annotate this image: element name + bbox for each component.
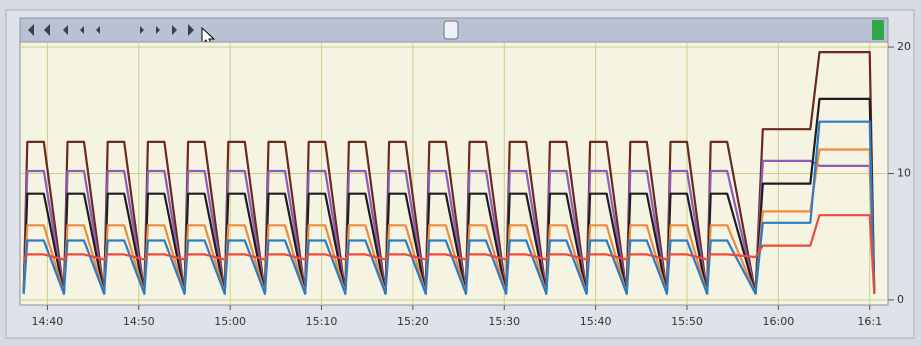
x-tick-label: 16:1 <box>857 315 882 328</box>
x-tick-label: 15:50 <box>671 315 703 328</box>
x-tick-label: 14:40 <box>32 315 64 328</box>
x-tick-label: 16:00 <box>763 315 795 328</box>
trend-window: 14:40 14:50 15:00 15:10 15:20 15:30 15:40 15:50… <box>0 0 921 342</box>
x-tick-label: 14:50 <box>123 315 155 328</box>
scroll-thumb[interactable] <box>444 21 458 39</box>
page: 14:40 14:50 15:00 15:10 15:20 15:30 15:40 15:50… <box>0 0 921 342</box>
x-tick-label: 15:30 <box>488 315 520 328</box>
x-tick-label: 15:00 <box>214 315 246 328</box>
x-tick-label: 15:10 <box>306 315 338 328</box>
y-tick-label: 20 <box>897 40 911 53</box>
y-tick-label: 0 <box>897 293 904 306</box>
status-indicator <box>872 20 884 40</box>
y-tick-label: 10 <box>897 167 911 180</box>
x-tick-label: 15:40 <box>580 315 612 328</box>
x-tick-label: 15:20 <box>397 315 429 328</box>
